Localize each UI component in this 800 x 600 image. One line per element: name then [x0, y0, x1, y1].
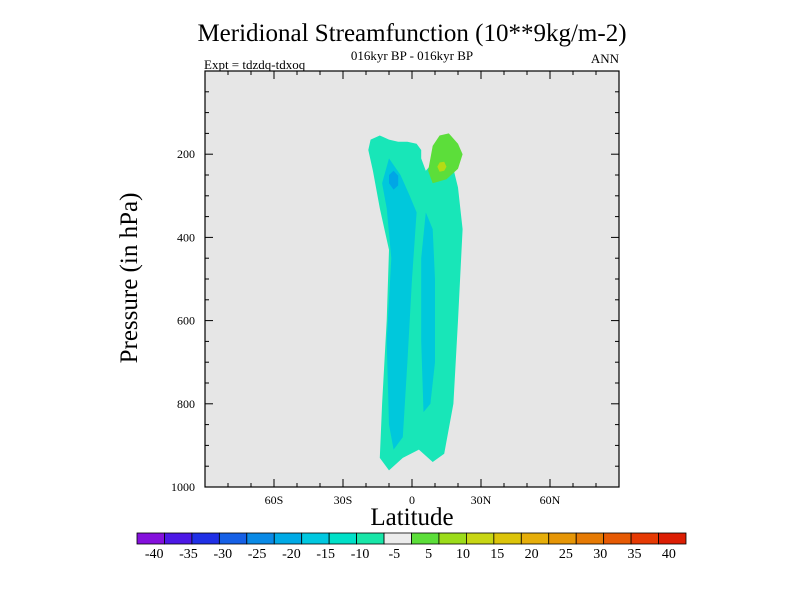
chart-title: Meridional Streamfunction (10**9kg/m-2) [197, 20, 626, 47]
tick-layer: 60S 30S 0 30N 60N 200 400 600 800 1000 [171, 70, 620, 507]
colorbar-box-14 [520, 532, 550, 545]
y-tick-label: 400 [177, 230, 195, 244]
colorbar-label: 25 [559, 547, 573, 562]
colorbar-box-15 [548, 532, 577, 545]
colorbar-box-10 [411, 532, 440, 545]
colorbar-label: 15 [490, 547, 504, 562]
plot-frame [204, 70, 620, 488]
contour-layer [368, 133, 463, 471]
x-tick-label: 0 [409, 493, 415, 507]
contour-region-1 [382, 158, 417, 450]
colorbar-box-18 [630, 532, 659, 545]
colorbar-label: -40 [145, 547, 164, 562]
colorbar-box-5 [273, 532, 303, 545]
colorbar-box-9 [383, 532, 412, 545]
y-tick-label: 200 [177, 147, 195, 161]
colorbar-label: -10 [351, 547, 370, 562]
x-tick-label: 60N [540, 493, 561, 507]
colorbar-box-16 [575, 532, 605, 545]
colorbar-box-4 [246, 532, 275, 545]
season-label: ANN [591, 51, 620, 66]
colorbar-label: -30 [213, 547, 232, 562]
colorbar-label: 30 [593, 547, 607, 562]
colorbar-box-1 [164, 532, 193, 545]
colorbar-label: -15 [316, 547, 335, 562]
colorbar-box-8 [356, 532, 385, 545]
colorbar-box-7 [328, 532, 357, 545]
colorbar-box-3 [218, 532, 248, 545]
y-tick-label: 1000 [171, 480, 195, 494]
colorbar-label: -25 [248, 547, 267, 562]
y-axis-label: Pressure (in hPa) [116, 193, 143, 364]
experiment-label: Expt = tdzdq-tdxoq [204, 57, 306, 72]
colorbar-box-2 [191, 532, 220, 545]
contour-region-4 [428, 133, 463, 184]
y-tick-label: 600 [177, 314, 195, 328]
colorbar-label: -5 [389, 547, 401, 562]
colorbar-label: 10 [456, 547, 470, 562]
colorbar-box-13 [493, 532, 522, 545]
contour-region-2 [421, 212, 435, 413]
colorbar-box-0 [136, 532, 165, 545]
contour-region-3 [389, 170, 399, 190]
colorbar-label: -35 [179, 547, 198, 562]
colorbar-box-6 [301, 532, 330, 545]
y-tick-label: 800 [177, 397, 195, 411]
colorbar-box-17 [603, 532, 632, 545]
x-axis-label: Latitude [370, 504, 453, 531]
colorbar-box-19 [658, 532, 687, 545]
colorbar-box-11 [438, 532, 467, 545]
colorbar-box-12 [465, 532, 495, 545]
colorbar-label: 35 [628, 547, 642, 562]
colorbar-label: 5 [425, 547, 432, 562]
x-tick-label: 60S [265, 493, 284, 507]
colorbar: -40 -35 -30 -25 -20 -15 -10 -5 5 10 15 20 25 30 35 40 [136, 532, 687, 562]
colorbar-label: -20 [282, 547, 301, 562]
colorbar-label: 40 [662, 547, 676, 562]
chart-subtitle: 016kyr BP - 016kyr BP [351, 48, 473, 63]
colorbar-label: 20 [525, 547, 539, 562]
x-tick-label: 30S [334, 493, 353, 507]
contour-region-5 [437, 161, 447, 172]
x-tick-label: 30N [471, 493, 492, 507]
